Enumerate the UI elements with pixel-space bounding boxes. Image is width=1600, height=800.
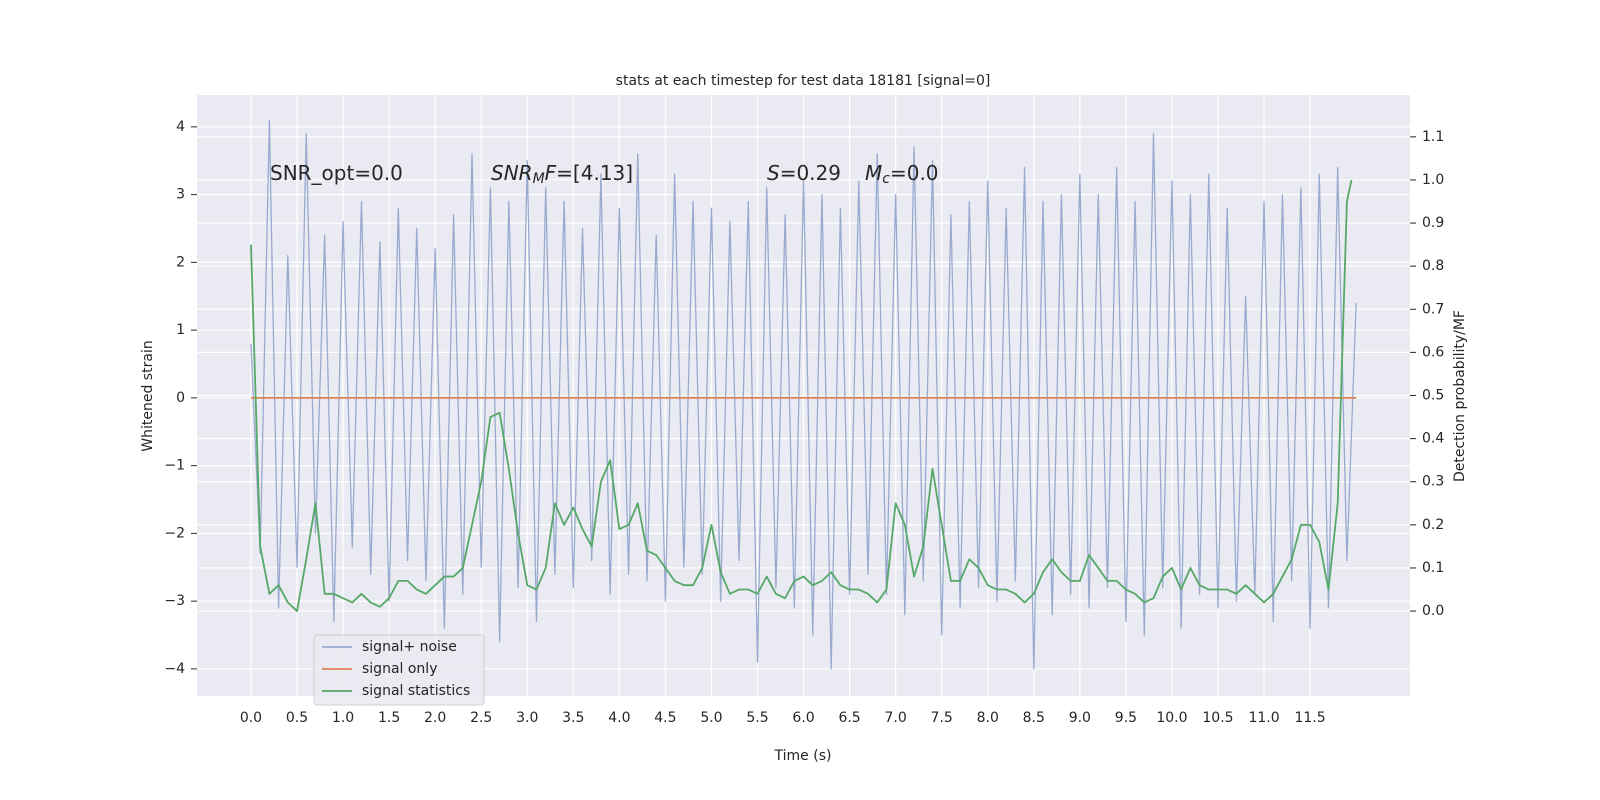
annotation-part: =0.29 [780,161,841,185]
y2-tick-label: 1.0 [1422,172,1444,188]
legend-label: signal+ noise [362,639,457,655]
x-tick-label: 2.0 [424,710,446,726]
x-tick-label: 1.5 [378,710,400,726]
annotation-part: c [882,171,890,187]
y-tick-label: 1 [176,322,185,338]
y2-tick-label: 0.8 [1422,258,1444,274]
annotation-part: SNR [491,161,533,185]
x-tick-label: 9.5 [1115,710,1137,726]
annotation-part: M [865,161,882,185]
legend-label: signal statistics [362,683,470,699]
annotation-part: SNR_opt=0.0 [270,161,403,185]
legend: signal+ noise signal only signal statistic… [313,634,485,706]
x-tick-label: 6.5 [838,710,860,726]
y2-tick-label: 0.6 [1422,344,1444,360]
x-tick-label: 10.5 [1202,710,1233,726]
y2-axis-label: Detection probability/MF [1452,310,1468,482]
x-tick-label: 11.0 [1248,710,1279,726]
y-tick-label: −3 [164,593,185,609]
legend-label: signal only [362,661,437,677]
annotation-part: S [767,161,780,185]
marks [250,119,1357,670]
x-tick-label: 2.5 [470,710,492,726]
x-tick-label: 5.5 [746,710,768,726]
y2-tick-label: 1.1 [1422,129,1444,145]
y2-tick-label: 0.1 [1422,560,1444,576]
x-tick-label: 0.5 [286,710,308,726]
legend-box [313,634,485,706]
annotation: S=0.29 Mc=0.0 [767,161,939,188]
annotation: SNR_opt=0.0 [270,161,403,185]
y2-tick-label: 0.7 [1422,301,1444,317]
chart-title: stats at each timestep for test data 181… [616,73,991,89]
x-tick-label: 10.0 [1156,710,1187,726]
y2-tick-label: 0.4 [1422,431,1444,447]
series-line [250,179,1353,612]
y2-tick-label: 0.3 [1422,474,1444,490]
y2-tick-label: 0.2 [1422,517,1444,533]
x-tick-label: 5.0 [700,710,722,726]
annotation-part: M [533,171,545,187]
y-tick-label: 4 [176,119,185,135]
annotation: SNRMF=[4.13] [491,161,633,188]
y-tick-label: −2 [164,525,185,541]
x-tick-label: 3.5 [562,710,584,726]
x-tick-label: 11.5 [1294,710,1325,726]
x-tick-label: 7.5 [931,710,953,726]
y-tick-label: 2 [176,254,185,270]
x-tick-label: 6.0 [792,710,814,726]
x-axis-label: Time (s) [774,748,832,764]
x-tick-label: 8.0 [977,710,999,726]
y-tick-label: 3 [176,187,185,203]
x-tick-label: 8.5 [1023,710,1045,726]
y-axis-label: Whitened strain [140,340,156,451]
x-tick-label: 3.0 [516,710,538,726]
y-tick-label: −4 [164,661,185,677]
y2-tick-label: 0.5 [1422,388,1444,404]
y2-tick-label: 0.9 [1422,215,1444,231]
y-tick-label: 0 [176,390,185,406]
x-tick-label: 9.0 [1069,710,1091,726]
x-tick-label: 4.5 [654,710,676,726]
y-tick-label: −1 [164,458,185,474]
x-tick-label: 7.0 [885,710,907,726]
annotation-part: F [545,161,557,185]
series-line [250,119,1357,670]
x-tick-label: 1.0 [332,710,354,726]
x-tick-label: 0.0 [240,710,262,726]
y2-tick-label: 0.0 [1422,603,1444,619]
annotation-part: =0.0 [890,161,939,185]
x-tick-label: 4.0 [608,710,630,726]
annotation-part: =[4.13] [556,161,633,185]
